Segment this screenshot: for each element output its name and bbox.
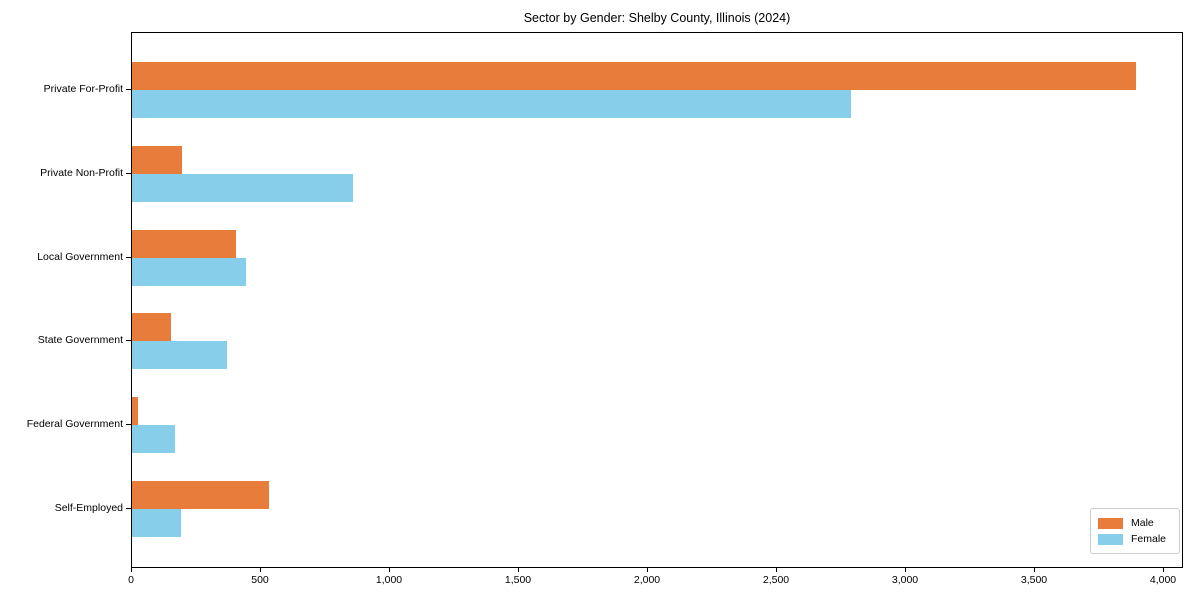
y-tick [126,340,131,342]
x-tick [131,568,132,572]
legend: Male Female [1090,508,1180,554]
y-tick [126,256,131,258]
legend-label: Female [1131,533,1167,545]
x-axis-label: 2,500 [762,574,790,586]
bar-female-5 [132,425,175,454]
x-axis-label: 0 [128,574,134,586]
x-tick [518,568,519,572]
legend-item-female: Female [1098,531,1171,547]
x-axis-label: 1,000 [375,574,403,586]
bar-male-4 [132,313,171,342]
x-axis-label: 4,000 [1149,574,1177,586]
y-axis-label: Private For-Profit [43,83,123,95]
y-tick [126,89,131,90]
bar-male-1 [132,62,1136,90]
x-axis-label: 500 [251,574,269,586]
x-tick [260,568,261,572]
y-axis-label: Local Government [37,250,123,263]
x-tick [1034,568,1035,572]
y-axis-label: Self-Employed [54,502,123,514]
bar-female-1 [132,90,851,118]
x-axis-label: 3,500 [1020,574,1048,586]
chart-title: Sector by Gender: Shelby County, Illinoi… [523,11,791,25]
x-tick [776,568,777,572]
bar-male-5 [132,397,139,426]
legend-label: Male [1131,517,1154,529]
x-tick [1163,568,1164,572]
bar-female-4 [132,341,228,370]
y-tick [126,508,131,509]
bar-female-2 [132,173,353,202]
legend-item-male: Male [1098,515,1171,531]
bar-female-6 [132,509,182,537]
plot-area [131,32,1183,568]
y-axis-label: Private Non-Profit [40,166,123,179]
legend-swatch-icon [1098,533,1123,545]
bar-male-6 [132,481,269,509]
x-axis-label: 1,500 [504,574,532,586]
y-tick [126,424,131,426]
bar-male-2 [132,145,183,174]
y-tick [126,172,131,174]
x-axis-label: 2,000 [633,574,661,586]
bar-male-3 [132,229,237,258]
y-axis-label: State Government [37,334,123,347]
x-tick [647,568,648,572]
x-tick [905,568,906,572]
legend-swatch-icon [1098,517,1123,529]
x-axis-label: 3,000 [891,574,919,586]
x-tick [389,568,390,572]
y-axis-label: Federal Government [26,418,123,431]
bar-female-3 [132,257,246,286]
